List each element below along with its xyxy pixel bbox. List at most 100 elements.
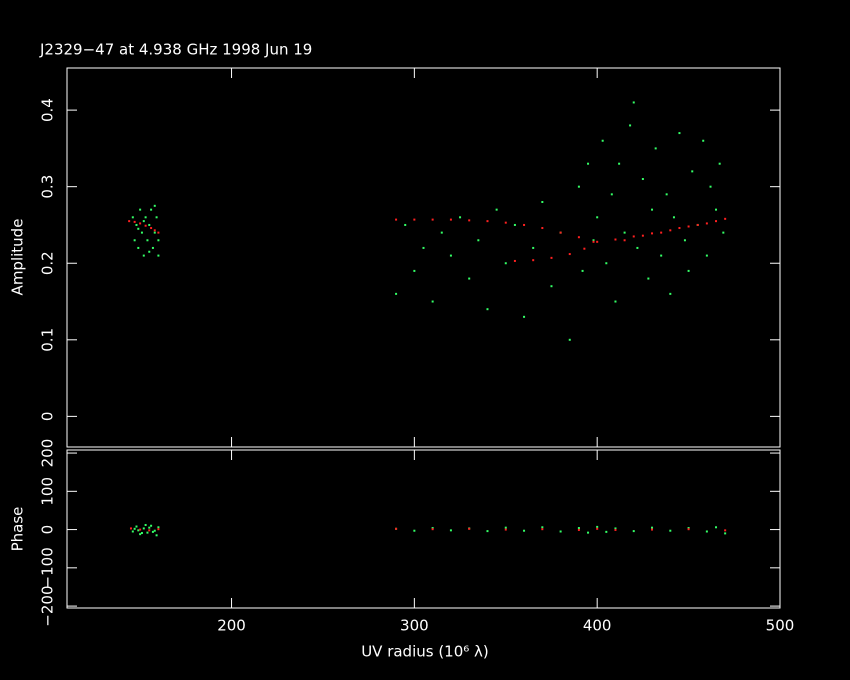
- point: [709, 185, 712, 188]
- point: [705, 222, 708, 225]
- point: [140, 532, 143, 535]
- point: [715, 220, 718, 223]
- point: [139, 533, 142, 536]
- point: [651, 232, 654, 235]
- point: [153, 229, 156, 232]
- point: [715, 526, 718, 529]
- point: [449, 254, 452, 257]
- chart-title: J2329−47 at 4.938 GHz 1998 Jun 19: [39, 41, 312, 59]
- point: [140, 231, 143, 234]
- point: [605, 530, 608, 533]
- point: [702, 139, 705, 142]
- point: [495, 208, 498, 211]
- point: [150, 227, 153, 230]
- point: [605, 262, 608, 265]
- point: [647, 277, 650, 280]
- point: [541, 526, 544, 529]
- point: [157, 528, 160, 531]
- point: [157, 231, 160, 234]
- y-tick-label: 100: [39, 477, 57, 506]
- point: [651, 528, 654, 531]
- point: [133, 527, 136, 530]
- point: [592, 239, 595, 242]
- point: [395, 527, 398, 530]
- point: [568, 338, 571, 341]
- point: [395, 218, 398, 221]
- top-frame: [66, 67, 781, 448]
- point: [718, 162, 721, 165]
- point: [413, 529, 416, 532]
- point: [623, 231, 626, 234]
- y-tick-label: 0: [39, 412, 57, 422]
- point: [151, 530, 154, 533]
- point: [155, 534, 158, 537]
- point: [150, 208, 153, 211]
- point: [669, 529, 672, 532]
- point: [596, 240, 599, 243]
- point: [632, 235, 635, 238]
- point: [691, 170, 694, 173]
- point: [636, 246, 639, 249]
- point: [541, 227, 544, 230]
- point: [577, 185, 580, 188]
- y-tick-label: 0: [39, 525, 57, 535]
- point: [559, 530, 562, 533]
- point: [504, 221, 507, 224]
- point: [614, 238, 617, 241]
- point: [468, 527, 471, 530]
- point: [523, 315, 526, 318]
- point: [669, 229, 672, 232]
- point: [654, 147, 657, 150]
- point: [157, 239, 160, 242]
- point: [532, 259, 535, 262]
- point: [513, 223, 516, 226]
- point: [696, 223, 699, 226]
- point: [687, 527, 690, 530]
- point: [137, 246, 140, 249]
- y-tick-label: 0.1: [39, 328, 57, 352]
- point: [687, 269, 690, 272]
- point: [153, 529, 156, 532]
- point: [144, 224, 147, 227]
- point: [687, 225, 690, 228]
- point: [669, 292, 672, 295]
- point: [523, 223, 526, 226]
- point: [413, 218, 416, 221]
- point: [135, 223, 138, 226]
- point: [139, 222, 142, 225]
- point: [532, 246, 535, 249]
- point: [128, 220, 131, 223]
- point: [632, 101, 635, 104]
- y-tick-label: −100: [39, 547, 57, 588]
- point: [651, 526, 654, 529]
- point: [150, 524, 153, 527]
- y-tick-label: 0.3: [39, 175, 57, 199]
- point: [587, 531, 590, 534]
- point: [146, 531, 149, 534]
- point: [155, 216, 158, 219]
- point: [137, 227, 140, 230]
- point: [614, 528, 617, 531]
- point: [413, 269, 416, 272]
- point: [129, 527, 132, 530]
- x-tick-label: 300: [400, 617, 429, 635]
- y-axis-label: Amplitude: [9, 219, 27, 296]
- point: [477, 239, 480, 242]
- point: [651, 208, 654, 211]
- point: [568, 253, 571, 256]
- point: [135, 525, 138, 528]
- x-axis-label: UV radius (10⁶ λ): [361, 643, 489, 661]
- point: [459, 216, 462, 219]
- point: [137, 529, 140, 532]
- point: [151, 246, 154, 249]
- point: [601, 139, 604, 142]
- point: [587, 162, 590, 165]
- point: [431, 528, 434, 531]
- point: [596, 216, 599, 219]
- point: [131, 530, 134, 533]
- point: [146, 239, 149, 242]
- point: [157, 526, 160, 529]
- point: [468, 277, 471, 280]
- point: [142, 220, 145, 223]
